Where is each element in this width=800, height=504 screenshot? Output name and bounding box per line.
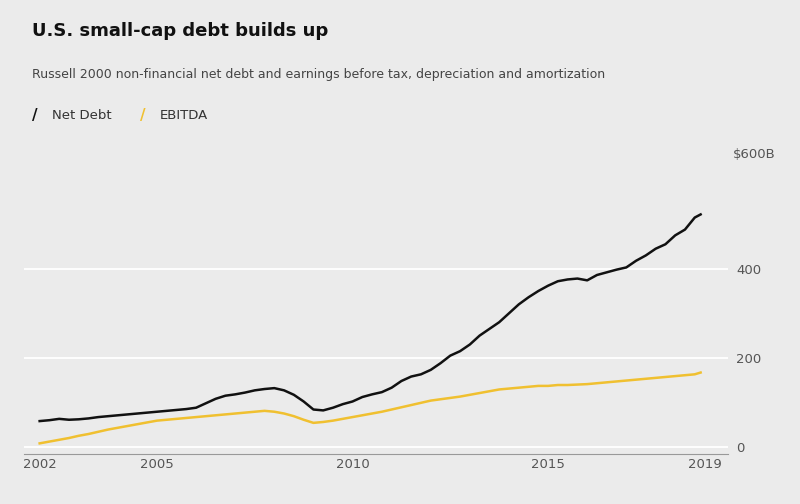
Text: $600B: $600B	[733, 148, 775, 161]
Text: Net Debt: Net Debt	[52, 109, 112, 122]
Text: /: /	[32, 108, 38, 123]
Text: U.S. small-cap debt builds up: U.S. small-cap debt builds up	[32, 22, 328, 40]
Text: EBITDA: EBITDA	[160, 109, 208, 122]
Text: /: /	[140, 108, 146, 123]
Text: Russell 2000 non-financial net debt and earnings before tax, depreciation and am: Russell 2000 non-financial net debt and …	[32, 68, 605, 81]
